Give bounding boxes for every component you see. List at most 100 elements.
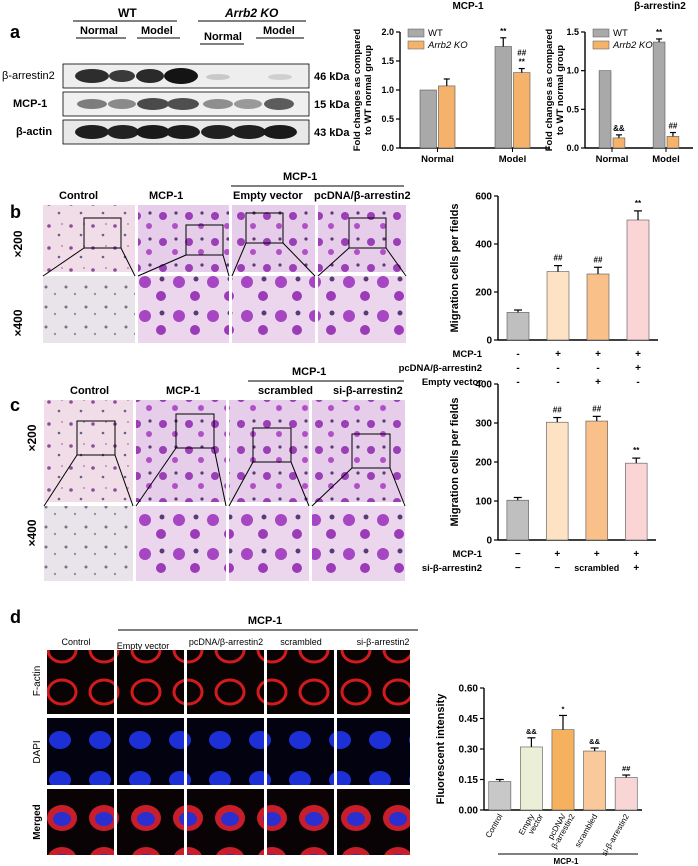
panel-label-a: a [10, 22, 21, 42]
chart-a1-x-tick-label: Model [499, 154, 526, 165]
micro-c-row-400: ×400 [25, 519, 39, 546]
chart-c-y-tick-label: 300 [475, 418, 492, 429]
chart-b-factor-sign: - [516, 349, 519, 360]
chart-c-factor-label: MCP-1 [452, 549, 482, 560]
chart-d: 0.00 0.15 0.30 0.45 0.60 Fluorescent intensit… [435, 683, 642, 866]
panel-label-b: b [10, 202, 21, 222]
micro-c-row-200: ×200 [25, 424, 39, 451]
chart-a1-x-tick-label: Normal [421, 154, 454, 165]
micro-d-col-4: scrambled [280, 637, 322, 647]
chart-a1-y-tick-label: 2.0 [381, 27, 394, 37]
chart-d-bar [614, 777, 638, 811]
chart-a2-legend-swatch [592, 28, 610, 38]
chart-a2-ylabel: Fold changes as compared [544, 29, 555, 152]
chart-b-y-tick-label: 200 [475, 287, 492, 298]
chart-d-bar [488, 781, 512, 811]
chart-d-bar [551, 729, 575, 811]
chart-d-y-tick-label: 0.60 [459, 683, 479, 694]
chart-a1-sig-mark: ** [500, 27, 507, 36]
micro-d-col-3: pcDNA/β-arrestin2 [189, 637, 263, 647]
micro-b-col-3: Empty vector [233, 190, 303, 202]
chart-c-factor-label: si-β-arrestin2 [422, 563, 482, 574]
chart-a1-sig-mark: ** [519, 58, 526, 67]
chart-b-factor-sign: - [636, 377, 639, 388]
panel-label-c: c [10, 395, 20, 415]
chart-a1-y-tick-label: 0.5 [381, 114, 394, 124]
chart-d-x-tick-label: scrambled [573, 813, 599, 849]
chart-a2-sig-mark: && [613, 124, 625, 133]
chart-a2-legend-label: Arrb2 KO [612, 40, 653, 51]
chart-a2-y-tick-label: 1.5 [566, 27, 579, 37]
chart-c-factor-sign: − [515, 549, 521, 560]
chart-a2-y-tick-label: 1.0 [566, 66, 579, 76]
chart-c-sig-mark: ** [633, 446, 640, 455]
chart-b-factor-sign: - [556, 363, 559, 374]
chart-b-y-tick-label: 0 [486, 335, 492, 346]
chart-c-factor-sign: − [515, 563, 521, 574]
chart-a2-x-tick-label: Model [652, 154, 679, 165]
micro-b-row-400: ×400 [11, 309, 25, 336]
micro-b-col-1: Control [59, 190, 98, 202]
micro-d-col-2: Empty vector [117, 641, 170, 651]
chart-c-y-tick-label: 400 [475, 379, 492, 390]
chart-c-ylabel: Migration cells per fields [449, 398, 461, 527]
chart-a1-bar [513, 72, 531, 149]
micro-d-row-dapi: DAPI [32, 740, 43, 763]
micro-d-group: MCP-1 [248, 615, 282, 627]
chart-b-ylabel: Migration cells per fields [449, 204, 461, 333]
micro-b-group: MCP-1 [283, 171, 317, 183]
blot-cond-2: Model [141, 25, 173, 37]
band-label-arrb2: β-arrestin2 [2, 70, 55, 82]
chart-d-sig-mark: * [562, 704, 565, 713]
micro-d-col-1: Control [61, 637, 90, 647]
chart-d-bar [583, 750, 606, 811]
micro-c-col-2: MCP-1 [166, 385, 200, 397]
micrograph-d: MCP-1 Control Empty vector pcDNA/β-arres… [32, 615, 418, 855]
chart-d-sig-mark: ## [622, 764, 631, 773]
micro-b-col-2: MCP-1 [149, 190, 183, 202]
chart-a1-sig-mark: ## [517, 49, 526, 58]
chart-b-bar [506, 312, 530, 341]
chart-a2-bar [612, 137, 626, 149]
chart-a1-ylabel: Fold changes as compared [352, 29, 363, 152]
micro-c-group: MCP-1 [292, 366, 326, 378]
chart-a1-bar [438, 85, 456, 149]
blot-cond-1: Normal [80, 25, 118, 37]
panel-label-d: d [10, 607, 21, 627]
chart-a2-bar [598, 70, 612, 149]
chart-b-factor-sign: + [555, 349, 561, 360]
chart-b-bar [626, 219, 650, 341]
chart-a1-y-tick-label: 0.0 [381, 143, 394, 153]
chart-b-bar [586, 273, 610, 341]
chart-c-factor-sign: + [633, 563, 639, 574]
chart-a2-ylabel: to WT normal group [555, 45, 566, 135]
chart-b-factor-sign: + [635, 349, 641, 360]
micrograph-c: Control MCP-1 scrambled si-β-arrestin2 M… [25, 366, 406, 581]
band-label-actin: β-actin [16, 126, 52, 138]
chart-a2-bar [652, 41, 666, 149]
band-label-mcp1: MCP-1 [13, 98, 47, 110]
chart-d-x-tick-label: Control [484, 812, 505, 839]
chart-b-factor-sign: + [635, 363, 641, 374]
chart-a1-y-tick-label: 1.5 [381, 56, 394, 66]
chart-a2-sig-mark: ** [656, 28, 663, 37]
blot-group-wt: WT [118, 6, 137, 20]
chart-c-y-tick-label: 200 [475, 457, 492, 468]
chart-c-bar [585, 420, 608, 541]
chart-b-factor-label: MCP-1 [452, 349, 482, 360]
chart-c: 0 100 200 300 400 Migration cells per fields #… [422, 379, 656, 574]
western-blot: β-arrestin2 46 kDa MCP-1 15 kDa β-actin … [2, 63, 350, 145]
chart-d-bar [520, 746, 543, 811]
blot-group-ko: Arrb2 KO [224, 6, 279, 20]
chart-a1-legend-swatch [407, 28, 425, 38]
blot-cond-4: Model [263, 25, 295, 37]
chart-a-arrb2: 0.0 0.5 1.0 1.5 β-arrestin2 Fold changes as c… [544, 1, 693, 165]
micro-c-col-1: Control [70, 385, 109, 397]
chart-c-bar [506, 499, 529, 541]
chart-c-factor-sign: + [633, 549, 639, 560]
chart-c-bar [546, 421, 569, 541]
chart-b-sig-mark: ## [554, 254, 563, 263]
micro-d-col-5: si-β-arrestin2 [357, 637, 410, 647]
chart-b-factor-sign: - [516, 377, 519, 388]
